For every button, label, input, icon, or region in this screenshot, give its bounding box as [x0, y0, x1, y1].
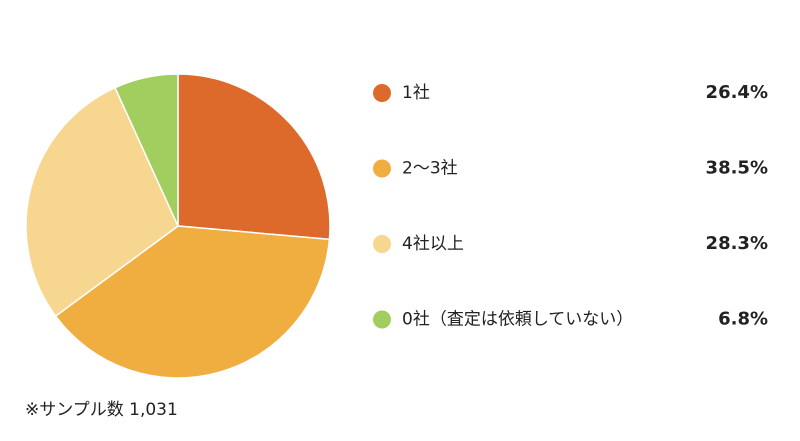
legend-label: 4社以上 [402, 234, 464, 254]
value-label: 28.3% [706, 233, 768, 254]
legend-label: 2〜3社 [402, 159, 458, 179]
value-label: 26.4% [706, 82, 768, 103]
legend-swatch [373, 84, 391, 102]
legend-label: 0社（査定は依頼していない） [402, 310, 633, 330]
value-label: 38.5% [706, 158, 768, 179]
legend-swatch [373, 310, 391, 329]
legend-swatch [373, 235, 391, 253]
value-label: 6.8% [718, 309, 768, 330]
pie-slice [114, 73, 179, 227]
legend-swatch [373, 159, 391, 178]
pie-slice [177, 73, 331, 241]
legend-label: 1社 [402, 83, 430, 103]
pie-slice [25, 86, 179, 318]
note: ※サンプル数 1,031 [25, 400, 178, 420]
pie-slice [54, 225, 331, 379]
